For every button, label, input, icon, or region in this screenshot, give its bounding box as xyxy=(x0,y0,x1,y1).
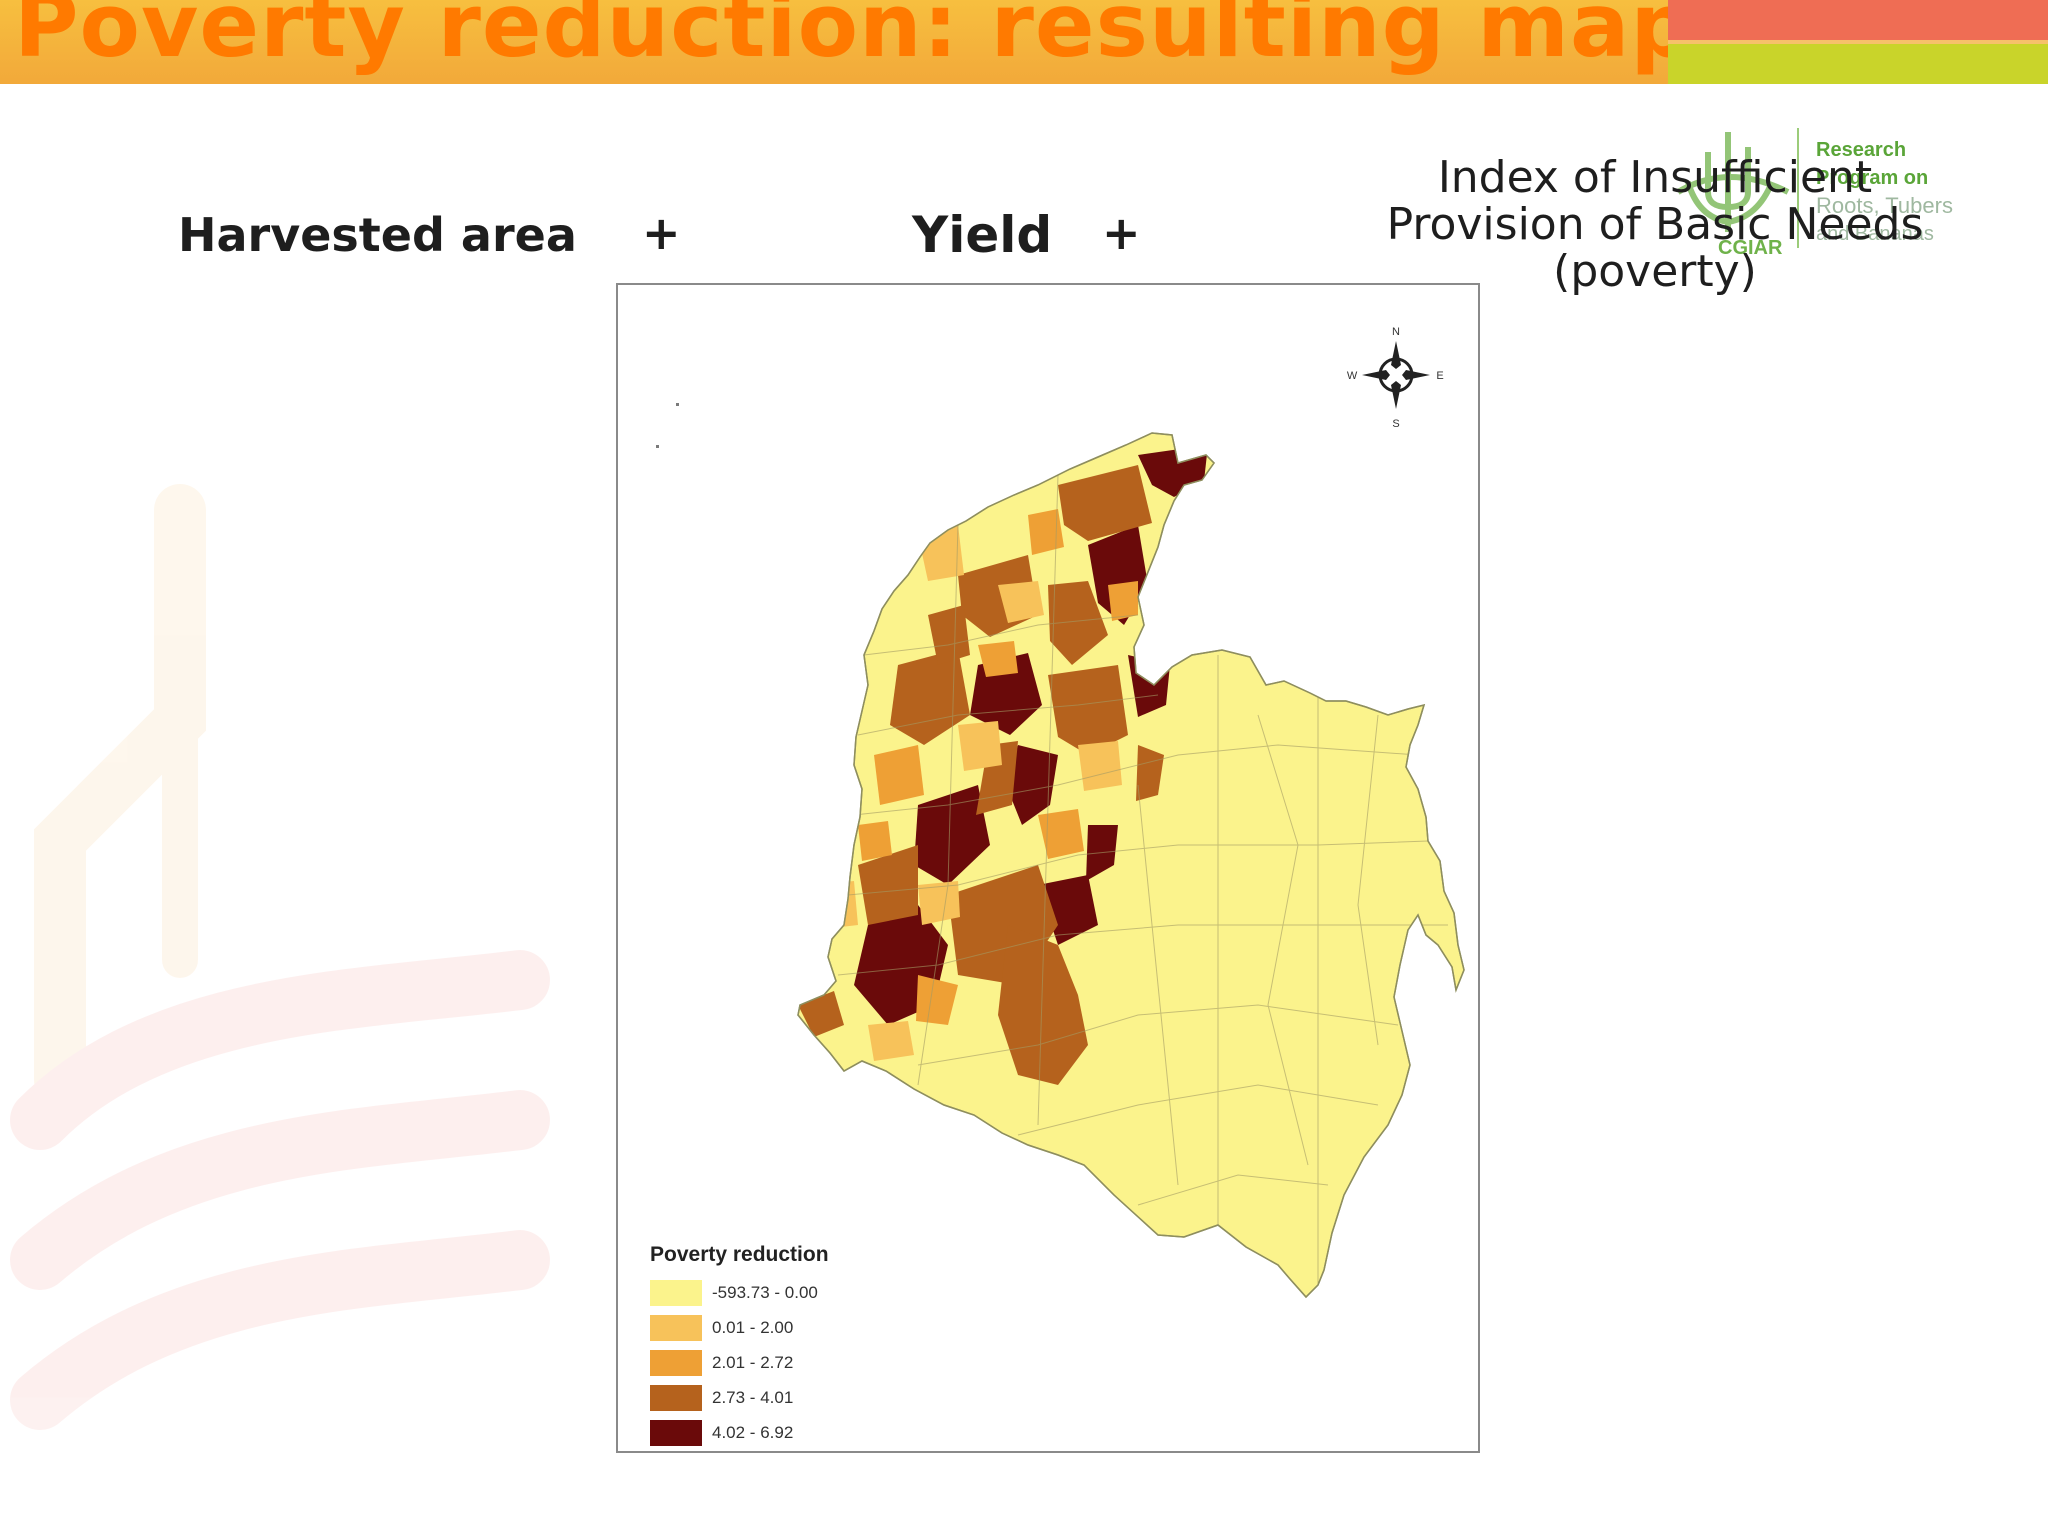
logo-line-1: Research xyxy=(1816,139,1907,161)
compass-w: W xyxy=(1347,370,1358,382)
legend-swatch xyxy=(650,1314,702,1341)
logo-line-2: Program on xyxy=(1816,167,1929,189)
legend-label: -593.73 - 0.00 xyxy=(712,1282,818,1302)
formula-plus-1: + xyxy=(642,206,681,260)
legend-item: 4.02 - 6.92 xyxy=(650,1415,829,1450)
logo-line-3: Roots, Tubers xyxy=(1816,193,1953,218)
legend-swatch xyxy=(650,1279,702,1306)
background-watermark xyxy=(10,484,550,1430)
legend-swatch xyxy=(650,1384,702,1411)
ipb-line-2: Provision of Basic Needs xyxy=(1386,199,1924,250)
legend-swatch xyxy=(650,1349,702,1376)
legend-item: -593.73 - 0.00 xyxy=(650,1275,829,1310)
legend-label: 2.01 - 2.72 xyxy=(712,1352,794,1372)
compass-e: E xyxy=(1436,370,1443,382)
legend-title: Poverty reduction xyxy=(650,1243,829,1266)
ipb-line-1: Index of Insufficient xyxy=(1437,152,1873,203)
header-stripe-green xyxy=(1668,44,2048,84)
map-frame: N S E W Poverty reduction -593.73 - 0.00… xyxy=(616,283,1480,1453)
logo-text: Research Program on Roots, Tubers and Ba… xyxy=(1816,136,1953,248)
island-marker xyxy=(656,445,659,448)
title-bar: Poverty reduction: resulting map xyxy=(0,0,1693,84)
formula-harvested-area: Harvested area xyxy=(178,208,577,262)
header-stripe-gap xyxy=(1668,40,2048,44)
island-marker xyxy=(676,403,679,406)
formula-plus-2: + xyxy=(1102,206,1141,260)
legend-item: 2.73 - 4.01 xyxy=(650,1380,829,1415)
page-title: Poverty reduction: resulting map xyxy=(14,0,1695,77)
compass-s: S xyxy=(1392,418,1399,430)
colombia-map: N S E W xyxy=(797,326,1465,1298)
rtb-logo: CGIAR Research Program on Roots, Tubers … xyxy=(1668,122,1978,262)
legend-label: 2.73 - 4.01 xyxy=(712,1387,794,1407)
compass-icon: N S E W xyxy=(1347,326,1444,430)
logo-line-4: and Bananas xyxy=(1816,223,1934,245)
logo-cgiar-text: CGIAR xyxy=(1718,237,1783,259)
legend-item: 2.01 - 2.72 xyxy=(650,1345,829,1380)
compass-n: N xyxy=(1392,326,1400,338)
formula-ipb-poverty: Index of Insufficient Provision of Basic… xyxy=(1340,154,1970,295)
formula-yield: Yield xyxy=(912,206,1053,264)
legend-item: 0.01 - 2.00 xyxy=(650,1310,829,1345)
map-legend: Poverty reduction -593.73 - 0.00 0.01 - … xyxy=(650,1243,829,1450)
legend-label: 0.01 - 2.00 xyxy=(712,1317,794,1337)
cgiar-plant-icon: CGIAR xyxy=(1676,128,1799,259)
legend-label: 4.02 - 6.92 xyxy=(712,1422,794,1442)
header-stripe-red xyxy=(1668,0,2048,40)
legend-swatch xyxy=(650,1419,702,1446)
ipb-line-3: (poverty) xyxy=(1553,246,1757,297)
